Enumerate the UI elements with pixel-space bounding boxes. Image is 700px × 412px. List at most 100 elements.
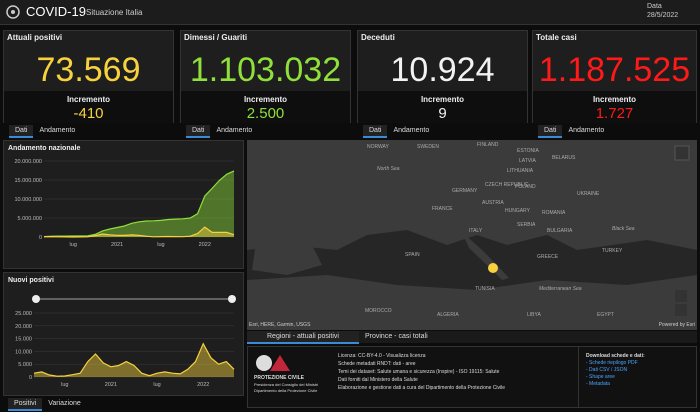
sea-label: North Sea [377,166,400,172]
country-label: ITALY [469,228,483,234]
date: 28/5/2022 [647,12,679,19]
country-label: TUNISIA [475,286,495,292]
iberia [252,235,322,275]
logo-icon [6,5,20,19]
title: COVID-19 [26,4,86,19]
subtitle: Situazione Italia [86,8,143,17]
x-tick-label: 2021 [105,382,117,388]
stat-label: Totale casi [536,33,577,42]
tab[interactable]: Andamento [393,127,430,134]
x-tick-label: 2021 [111,242,123,248]
country-label: POLAND [515,184,536,190]
y-tick-label: 15.000 [15,337,32,343]
chart-title: Nuovi positivi [8,277,54,284]
x-tick-label: lug [70,242,77,248]
tab[interactable]: Dati [538,125,563,138]
country-label: BULGARIA [547,228,573,234]
info-line: Licenza: CC-BY-4.0 - Visualizza licenza [338,353,426,359]
tab[interactable]: Dati [186,125,211,138]
stat-tabs: Dati Andamento [9,125,81,138]
area [44,170,234,237]
x-tick-label: 2022 [197,382,209,388]
info-line: Dati forniti dal Ministero della Salute [338,377,418,383]
x-tick-label: lug [153,382,160,388]
sea-label: Black Sea [612,226,635,232]
tab[interactable]: Dati [363,125,388,138]
increment-box: Incremento 1.727 [533,91,696,123]
y-tick-label: 5.000.000 [18,216,42,222]
land [247,275,697,330]
increment-box: Incremento 9 [358,91,527,123]
increment-box: Incremento 2.500 [181,91,350,123]
country-label: ROMANIA [542,210,566,216]
info-line: Elaborazione e gestione dati a cura del … [338,385,506,391]
y-tick-label: 0 [39,235,42,241]
country-label: NORWAY [367,144,390,150]
stat-panel: Totale casi 1.187.525 Incremento 1.727 [532,30,697,123]
y-tick-label: 15.000.000 [14,178,42,184]
y-tick-label: 20.000 [15,324,32,330]
sea-label: Mediterranean Sea [539,286,582,292]
tab[interactable]: Regioni - attuali positivi [247,331,359,344]
tab[interactable]: Andamento [39,127,76,134]
attribution: Esri, HERE, Garmin, USGS [249,322,311,328]
stat-value: 10.924 [390,51,495,89]
land [247,140,697,250]
tab[interactable]: Dati [9,125,34,138]
x-tick-label: lug [157,242,164,248]
region-bubble[interactable] [488,263,498,273]
country-label: HUNGARY [505,208,531,214]
increment-label: Incremento [243,95,288,104]
stat-label: Deceduti [361,33,395,42]
zoom-out[interactable] [675,304,687,316]
increment-value: 1.727 [595,105,634,122]
country-label: CZECH REPUBLIC [485,182,529,188]
download-link[interactable]: - Dati CSV / JSON [586,367,628,373]
stat-panel: Dimessi / Guariti 1.103.032 Incremento 2.50… [180,30,351,123]
area [44,227,234,237]
chart: Andamento nazionale 0 5.000.000 10.000.000 1… [8,145,235,248]
slider-handle[interactable] [32,295,40,303]
chart-title: Andamento nazionale [8,145,80,152]
divider [578,347,579,407]
stat-value: 1.187.525 [538,51,691,89]
increment-value: 9 [438,105,447,122]
country-label: SWEDEN [417,144,439,150]
tab[interactable]: Positivi [8,398,43,411]
header: COVID-19 Situazione Italia Data 28/5/202… [0,0,700,25]
tab[interactable]: Variazione [48,400,81,407]
stat-label: Dimessi / Guariti [184,33,248,42]
download-link[interactable]: - Metadata [586,381,610,387]
country-label: LATVIA [519,158,537,164]
country-label: AUSTRIA [482,200,504,206]
country-label: ALGERIA [437,312,459,318]
country-label: MOROCCO [365,308,392,314]
download-link[interactable]: - Shape aree [586,374,615,380]
country-label: EGYPT [597,312,614,318]
country-label: SPAIN [405,252,420,258]
tab[interactable]: Province - casi totali [364,333,428,340]
slider-handle[interactable] [228,295,236,303]
country-label: UKRAINE [577,191,600,197]
date-label: Data [647,3,662,10]
line [43,226,235,238]
stat-label: Attuali positivi [7,33,63,42]
info-panel: PROTEZIONE CIVILE Presidenza del Consigl… [247,346,697,408]
chart-panel: Nuovi positivi 0 5.000 10.000 15.000 20.000 25… [3,272,244,396]
stat-tabs: Dati Andamento [186,125,258,138]
tab[interactable]: Andamento [216,127,253,134]
country-label: FRANCE [432,206,453,212]
increment-value: 2.500 [246,105,285,122]
stat-tabs: Dati Andamento [363,125,435,138]
y-tick-label: 25.000 [15,311,32,317]
country-label: LITHUANIA [507,168,534,174]
country-label: GREECE [537,254,559,260]
tab[interactable]: Andamento [568,127,605,134]
logo-mark [256,355,290,371]
zoom-in[interactable] [675,290,687,302]
map-canvas: NORWAY SWEDEN FINLAND ESTONIA LATVIA LIT… [247,140,697,330]
y-tick-label: 5.000 [18,362,32,368]
map-button[interactable] [674,145,690,161]
download-link[interactable]: - Schede riepilogo PDF [586,360,638,366]
